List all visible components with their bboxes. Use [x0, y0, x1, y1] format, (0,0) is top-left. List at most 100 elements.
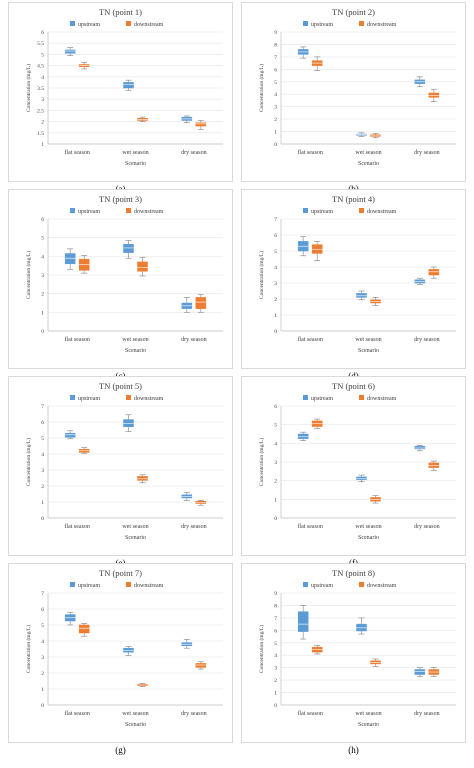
y-tick-label: 4.5	[37, 64, 44, 70]
box-body	[311, 244, 323, 254]
box-body	[297, 611, 309, 632]
box-downstream-flat-season	[311, 56, 323, 71]
series-downstream	[78, 623, 207, 687]
y-axis: 1 1.5 2 2.5 3 3.5 4 4.5 5 5.5 6	[37, 30, 223, 148]
x-tick-label: dry season	[414, 150, 440, 156]
y-tick-label: 4	[274, 92, 277, 98]
box-upstream-wet-season	[356, 132, 367, 137]
chart-title: TN (point 7)	[99, 568, 142, 578]
legend-label-upstream: upstream	[311, 209, 333, 215]
series-upstream	[64, 611, 193, 656]
box-upstream-flat-season	[297, 236, 309, 257]
box-body	[195, 500, 207, 504]
y-tick-label: 3	[41, 273, 44, 279]
legend-label-downstream: downstream	[134, 209, 164, 215]
y-axis-label: Concentration (mg/L)	[25, 438, 32, 486]
y-tick-label: 2	[274, 678, 277, 684]
y-axis-label: Concentration (mg/L)	[25, 625, 32, 673]
box-downstream-flat-season	[78, 447, 90, 454]
chart-frame	[8, 376, 233, 556]
box-upstream-flat-season	[64, 47, 76, 56]
box-upstream-dry-season	[414, 76, 426, 88]
x-tick-label: dry season	[181, 150, 207, 156]
y-tick-label: 4	[274, 653, 277, 659]
y-tick-label: 2	[41, 484, 44, 490]
box-downstream-wet-season	[137, 116, 148, 122]
series-downstream	[78, 447, 207, 506]
x-axis-label: Scenario	[125, 161, 146, 167]
chart-title: TN (point 6)	[332, 381, 375, 391]
y-tick-label: 0	[41, 516, 44, 522]
y-axis: 0 1 2 3 4 5 6 7	[41, 404, 223, 522]
box-body	[356, 623, 367, 632]
x-axis-label: Scenario	[125, 722, 146, 728]
legend-swatch-downstream	[359, 208, 364, 213]
box-body	[428, 92, 440, 98]
legend-label-downstream: downstream	[367, 583, 397, 589]
x-tick-label: flat season	[64, 336, 90, 343]
legend: upstream downstream	[70, 395, 164, 402]
box-body	[64, 49, 76, 54]
x-tick-label: dry season	[181, 711, 207, 717]
box-downstream-dry-season	[195, 120, 207, 130]
chart-panel-5: TN (point 5) upstream downstream 0 1 2 3 4 5 6 7 Co…	[8, 376, 233, 556]
y-tick-label: 3.5	[37, 86, 44, 92]
y-axis-label: Concentration (mg/L)	[25, 64, 32, 112]
y-tick-label: 3	[274, 105, 277, 111]
y-axis: 0 1 2 3 4 5 6 7	[274, 217, 456, 335]
series-downstream	[78, 61, 207, 130]
y-tick-label: 0	[41, 329, 44, 335]
box-body	[123, 419, 134, 428]
y-tick-label: 6	[274, 67, 277, 73]
y-tick-label: 5	[41, 236, 44, 242]
series-upstream	[297, 236, 426, 301]
box-body	[370, 660, 381, 665]
legend-swatch-downstream	[359, 395, 364, 400]
box-downstream-flat-season	[311, 418, 323, 429]
x-tick-label: wet season	[355, 711, 381, 717]
x-tick-label: wet season	[122, 711, 148, 717]
legend-swatch-downstream	[126, 395, 131, 400]
legend: upstream downstream	[303, 21, 397, 28]
chart-panel-7: TN (point 7) upstream downstream 0 1 2 3 4 5 6 7 Co…	[8, 563, 233, 743]
y-tick-label: 2	[41, 671, 44, 677]
box-upstream-flat-season	[297, 605, 309, 640]
y-axis-label: Concentration (mg/L)	[258, 64, 265, 112]
chart-svg: TN (point 6) upstream downstream 0 1 2 3 4 5 6 Con…	[241, 376, 466, 556]
series-downstream	[311, 56, 440, 139]
y-tick-label: 6	[274, 628, 277, 634]
chart-svg: TN (point 1) upstream downstream 1 1.5 2 2.5 3 3…	[8, 2, 233, 182]
chart-frame	[241, 189, 466, 369]
y-tick-label: 7	[274, 616, 277, 622]
legend-label-downstream: downstream	[367, 209, 397, 215]
box-upstream-wet-season	[356, 617, 367, 635]
box-body	[78, 624, 90, 634]
series-downstream	[311, 241, 440, 306]
box-downstream-wet-season	[370, 495, 381, 504]
box-downstream-dry-season	[195, 661, 207, 670]
x-axis-label: Scenario	[358, 722, 379, 728]
box-upstream-dry-season	[181, 492, 193, 501]
y-tick-label: 1	[274, 313, 277, 319]
x-tick-label: flat season	[64, 710, 90, 717]
x-tick-label: dry season	[181, 524, 207, 530]
box-body	[414, 445, 426, 450]
box-body	[297, 433, 309, 439]
box-downstream-dry-season	[195, 500, 207, 506]
box-body	[123, 82, 134, 89]
y-tick-label: 4	[41, 254, 44, 260]
y-tick-label: 5	[274, 641, 277, 647]
box-downstream-flat-season	[78, 255, 90, 274]
legend-swatch-upstream	[70, 395, 75, 400]
box-downstream-wet-season	[137, 474, 148, 484]
chart-title: TN (point 5)	[99, 381, 142, 391]
x-tick-label: flat season	[297, 336, 323, 343]
legend: upstream downstream	[70, 208, 164, 215]
box-upstream-wet-season	[356, 290, 367, 301]
box-body	[195, 122, 207, 127]
x-tick-label: flat season	[64, 149, 90, 156]
y-tick-label: 7	[274, 217, 277, 223]
y-tick-label: 1	[274, 691, 277, 697]
y-tick-label: 6	[274, 233, 277, 239]
y-tick-label: 5	[274, 80, 277, 86]
